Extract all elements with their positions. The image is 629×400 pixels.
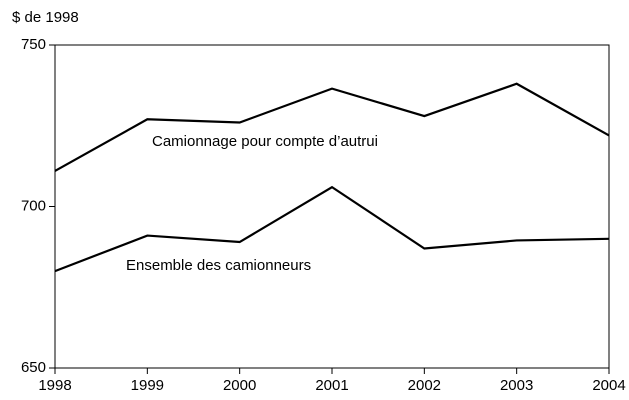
- series-label: Ensemble des camionneurs: [126, 257, 311, 274]
- y-tick-label: 700: [21, 197, 46, 214]
- y-tick-label: 650: [21, 359, 46, 376]
- x-tick-label: 2004: [592, 377, 625, 394]
- x-tick-label: 2000: [223, 377, 256, 394]
- y-axis-label: $ de 1998: [12, 9, 79, 26]
- x-tick-label: 1999: [131, 377, 164, 394]
- series-line: [54, 82, 610, 172]
- x-tick-label: 2002: [408, 377, 441, 394]
- x-tick-label: 2003: [500, 377, 533, 394]
- x-tick-label: 1998: [38, 377, 71, 394]
- y-tick-label: 750: [21, 36, 46, 53]
- x-tick-label: 2001: [315, 377, 348, 394]
- series-label: Camionnage pour compte d’autrui: [152, 133, 378, 150]
- plot-frame: [54, 44, 610, 369]
- series-line: [54, 185, 610, 273]
